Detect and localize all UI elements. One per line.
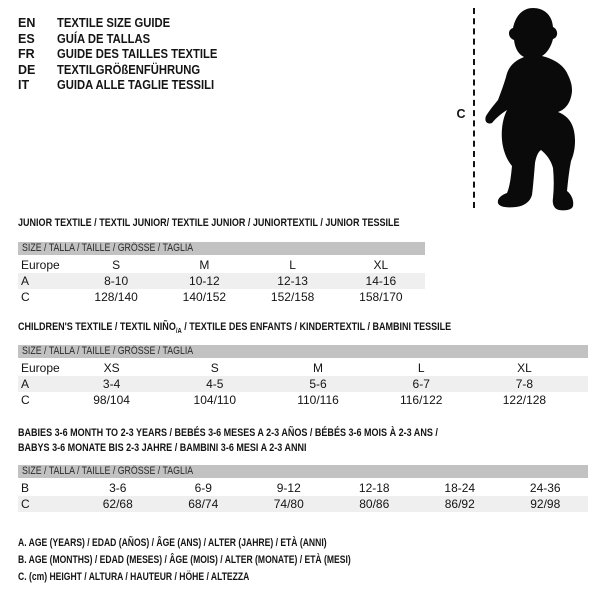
row-label: Europe xyxy=(21,361,60,375)
babies-size-header-bar: SIZE / TALLA / TAILLE / GRÖSSE / TAGLIA xyxy=(18,465,588,478)
language-title: GUIDA ALLE TAGLIE TESSILI xyxy=(57,78,215,92)
junior-table-title-text: JUNIOR TEXTILE / TEXTIL JUNIOR/ TEXTILE … xyxy=(18,217,400,229)
legend-notes: A. AGE (YEARS) / EDAD (AÑOS) / ÂGE (ANS)… xyxy=(18,535,445,586)
value-cell: 74/80 xyxy=(273,497,304,511)
value-cell: 98/104 xyxy=(93,393,130,407)
row-label: A xyxy=(21,274,30,288)
value-cell: 14-16 xyxy=(365,274,397,288)
junior-row-age: A 8-10 10-12 12-13 14-16 xyxy=(18,273,425,289)
row-label: Europe xyxy=(21,258,60,272)
baby-silhouette-image xyxy=(485,8,575,211)
babies-table-title: BABIES 3-6 MONTH TO 2-3 YEARS / BEBÉS 3-… xyxy=(18,426,530,456)
junior-table-title: JUNIOR TEXTILE / TEXTIL JUNIOR/ TEXTILE … xyxy=(18,216,483,230)
value-cell: 140/152 xyxy=(182,290,227,304)
value-cell: 80/86 xyxy=(359,497,390,511)
title-part: CHILDREN'S TEXTILE / TEXTIL NIÑO xyxy=(18,321,176,333)
value-cell: 86/92 xyxy=(444,497,475,511)
legend-note-c-text: C. (cm) HEIGHT / ALTURA / HAUTEUR / HÖHE… xyxy=(18,571,250,583)
size-header-text: SIZE / TALLA / TAILLE / GRÖSSE / TAGLIA xyxy=(22,242,194,254)
children-table-title: CHILDREN'S TEXTILE / TEXTIL NIÑO/A / TEX… xyxy=(18,320,546,338)
size-cell: M xyxy=(313,361,323,375)
junior-row-height: C 128/140 140/152 152/158 158/170 xyxy=(18,289,425,305)
height-measure-label: C xyxy=(456,107,466,121)
children-table-title-text: CHILDREN'S TEXTILE / TEXTIL NIÑO/A / TEX… xyxy=(18,320,451,338)
value-cell: 5-6 xyxy=(309,377,327,391)
children-size-header-bar: SIZE / TALLA / TAILLE / GRÖSSE / TAGLIA xyxy=(18,345,588,358)
value-cell: 62/68 xyxy=(102,497,133,511)
row-label: C xyxy=(21,497,30,511)
size-cell: XL xyxy=(373,258,389,272)
legend-note-a-text: A. AGE (YEARS) / EDAD (AÑOS) / ÂGE (ANS)… xyxy=(18,537,327,549)
language-title: TEXTILE SIZE GUIDE xyxy=(57,16,171,30)
children-row-age: A 3-4 4-5 5-6 6-7 7-8 xyxy=(18,376,588,392)
children-row-europe: Europe XS S M L XL xyxy=(18,360,588,376)
value-cell: 68/74 xyxy=(188,497,219,511)
language-title: GUIDE DES TAILLES TEXTILE xyxy=(57,47,218,61)
size-cell: S xyxy=(210,361,219,375)
row-label: C xyxy=(21,393,30,407)
language-code: IT xyxy=(18,78,30,92)
children-row-height: C 98/104 104/110 110/116 116/122 122/128 xyxy=(18,392,588,408)
value-cell: 24-36 xyxy=(529,481,561,495)
value-cell: 10-12 xyxy=(189,274,220,288)
size-cell: M xyxy=(199,258,210,272)
language-code: EN xyxy=(18,16,36,30)
row-label: C xyxy=(21,290,30,304)
babies-title-line1: BABIES 3-6 MONTH TO 2-3 YEARS / BEBÉS 3-… xyxy=(18,427,438,439)
value-cell: 9-12 xyxy=(276,481,301,495)
value-cell: 116/122 xyxy=(399,393,443,407)
value-cell: 18-24 xyxy=(444,481,476,495)
babies-row-months: B 3-6 6-9 9-12 12-18 18-24 24-36 xyxy=(18,480,588,496)
language-row-de: DE TEXTILGRÖßENFÜHRUNG xyxy=(18,63,235,79)
language-row-en: EN TEXTILE SIZE GUIDE xyxy=(18,16,235,32)
value-cell: 104/110 xyxy=(193,393,237,407)
value-cell: 12-18 xyxy=(358,481,390,495)
size-cell: L xyxy=(289,258,296,272)
language-row-fr: FR GUIDE DES TAILLES TEXTILE xyxy=(18,47,235,63)
row-label: A xyxy=(21,377,30,391)
junior-size-header-bar: SIZE / TALLA / TAILLE / GRÖSSE / TAGLIA xyxy=(18,242,425,255)
value-cell: 128/140 xyxy=(94,290,138,304)
language-code: FR xyxy=(18,47,35,61)
size-cell: S xyxy=(112,258,121,272)
language-row-it: IT GUIDA ALLE TAGLIE TESSILI xyxy=(18,78,235,94)
height-dashed-line xyxy=(473,8,475,208)
value-cell: 7-8 xyxy=(515,377,534,391)
legend-note-c: C. (cm) HEIGHT / ALTURA / HAUTEUR / HÖHE… xyxy=(18,569,445,586)
language-code: DE xyxy=(18,62,36,77)
value-cell: 3-4 xyxy=(102,377,121,391)
value-cell: 3-6 xyxy=(109,481,127,495)
legend-note-a: A. AGE (YEARS) / EDAD (AÑOS) / ÂGE (ANS)… xyxy=(18,535,445,552)
value-cell: 122/128 xyxy=(502,393,547,407)
value-cell: 6-9 xyxy=(194,481,212,495)
babies-row-height: C 62/68 68/74 74/80 80/86 86/92 92/98 xyxy=(18,496,588,512)
language-title: TEXTILGRÖßENFÜHRUNG xyxy=(57,62,201,77)
value-cell: 158/170 xyxy=(359,290,403,304)
size-header-text: SIZE / TALLA / TAILLE / GRÖSSE / TAGLIA xyxy=(22,345,194,357)
value-cell: 152/158 xyxy=(270,290,315,304)
value-cell: 4-5 xyxy=(206,377,224,391)
legend-note-b-text: B. AGE (MONTHS) / EDAD (MESES) / ÂGE (MO… xyxy=(18,554,351,566)
size-cell: L xyxy=(417,361,425,375)
value-cell: 6-7 xyxy=(412,377,430,391)
language-row-es: ES GUÍA DE TALLAS xyxy=(18,32,235,48)
title-part: / TEXTILE DES ENFANTS / KINDERTEXTIL / B… xyxy=(181,321,452,333)
language-title: GUÍA DE TALLAS xyxy=(57,31,151,46)
junior-row-europe: Europe S M L XL xyxy=(18,257,425,273)
value-cell: 8-10 xyxy=(104,274,129,288)
size-header-text: SIZE / TALLA / TAILLE / GRÖSSE / TAGLIA xyxy=(22,465,194,477)
value-cell: 92/98 xyxy=(530,497,561,511)
size-cell: XL xyxy=(517,361,532,375)
title-subscript: /A xyxy=(175,327,182,336)
language-code: ES xyxy=(18,31,35,46)
value-cell: 12-13 xyxy=(277,274,308,288)
row-label: B xyxy=(21,481,30,495)
babies-title-line2: BABYS 3-6 MONATE BIS 2-3 JAHRE / BAMBINI… xyxy=(18,442,307,454)
language-title-list: EN TEXTILE SIZE GUIDE ES GUÍA DE TALLAS … xyxy=(18,16,235,94)
legend-note-b: B. AGE (MONTHS) / EDAD (MESES) / ÂGE (MO… xyxy=(18,552,445,569)
size-cell: XS xyxy=(103,361,120,375)
value-cell: 110/116 xyxy=(297,393,339,407)
